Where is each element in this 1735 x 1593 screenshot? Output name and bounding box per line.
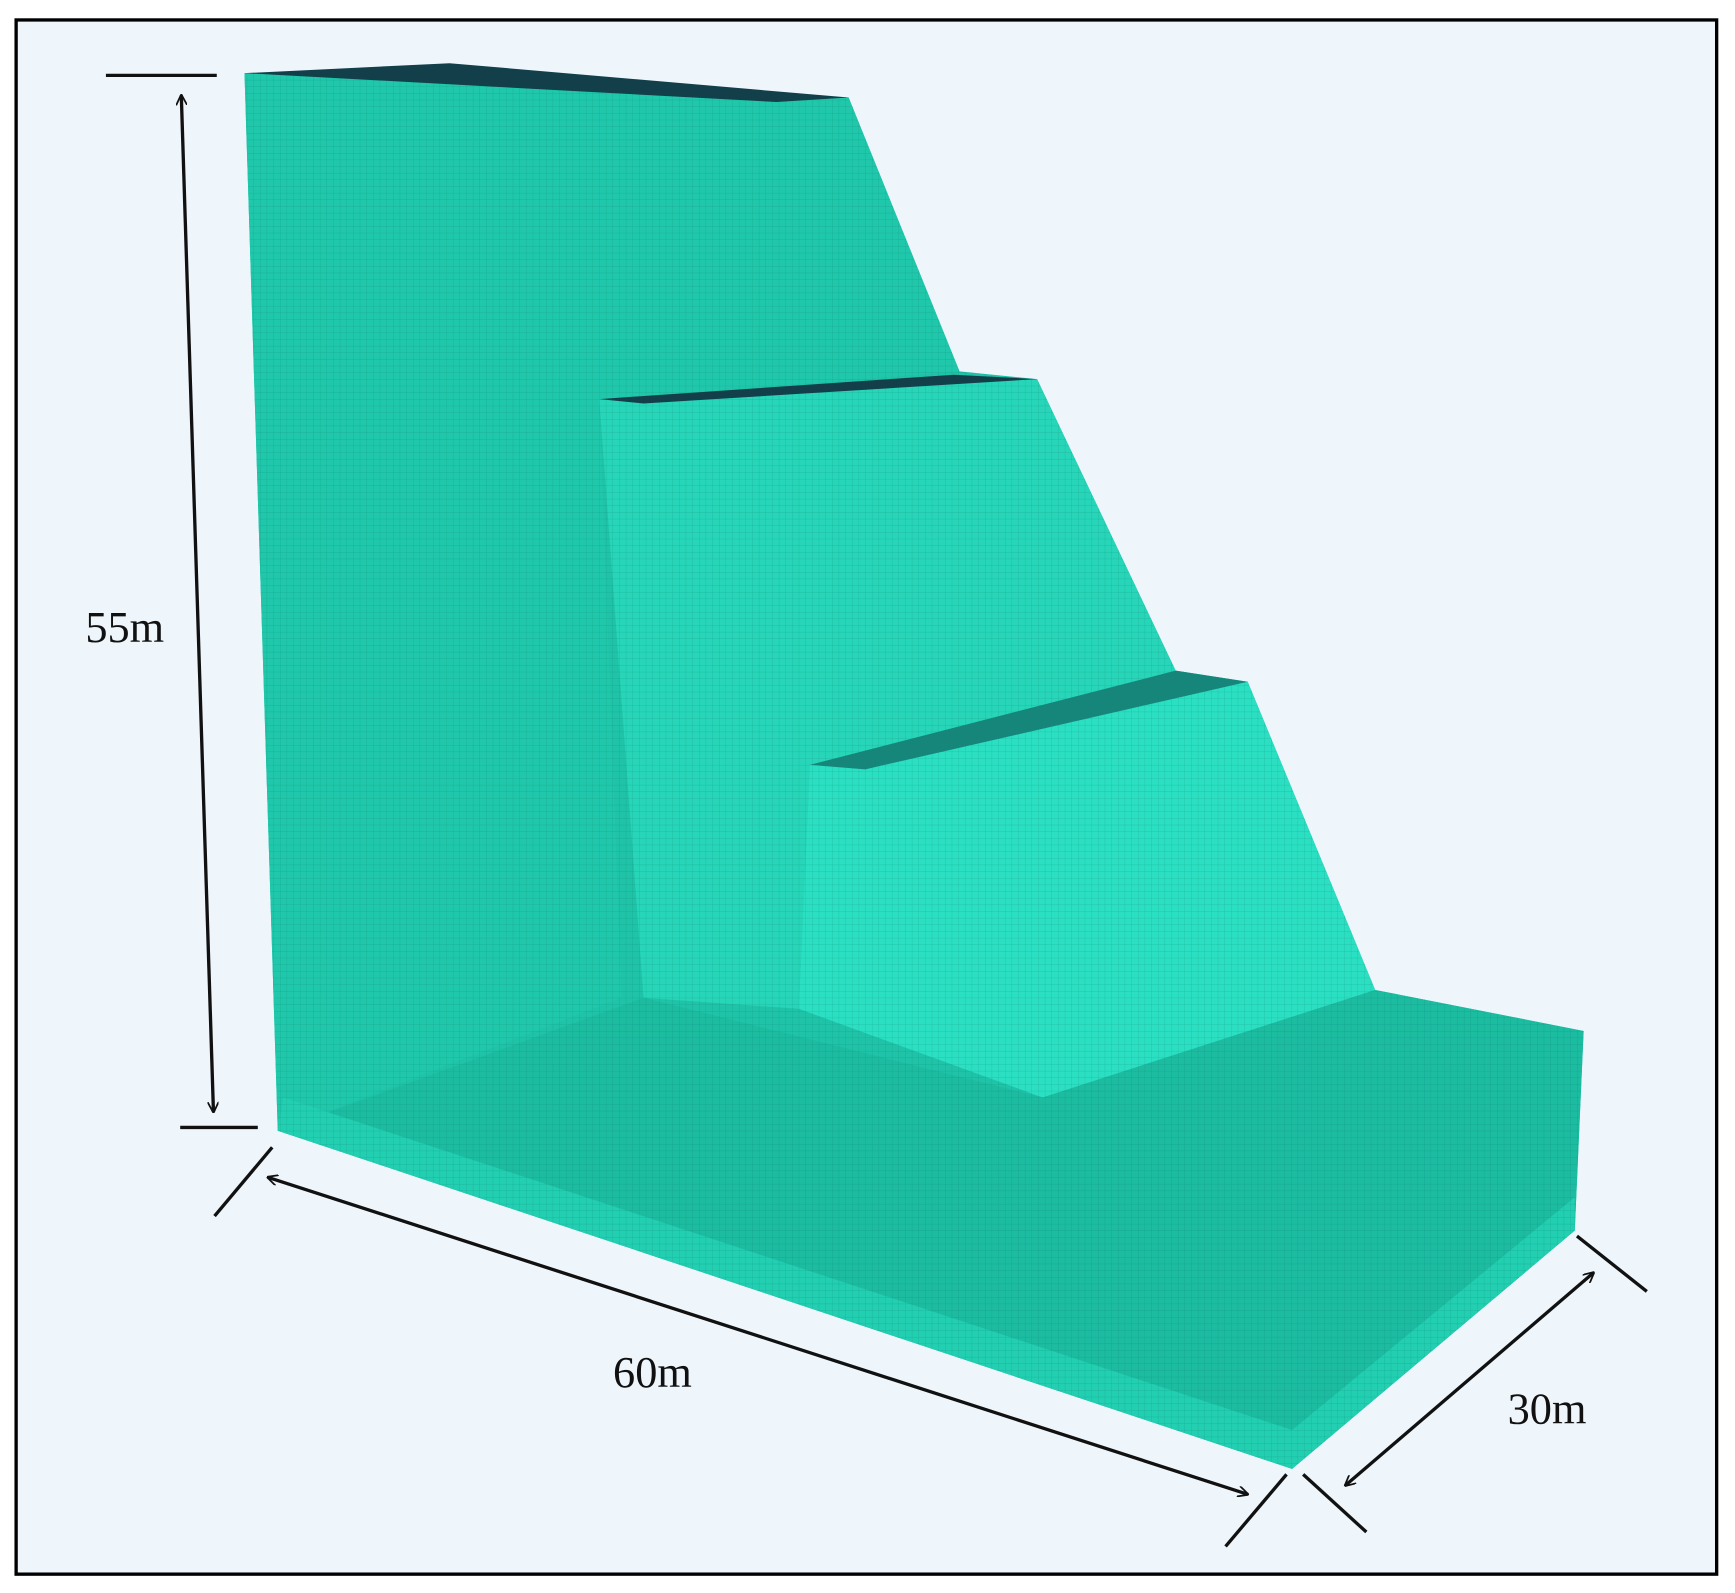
width-tick: [1302, 1473, 1368, 1534]
length-tick: [213, 1146, 274, 1218]
step-three-surface: [809, 670, 1248, 770]
width-tick: [1575, 1234, 1648, 1293]
width-arrow: [1345, 1273, 1593, 1486]
top-surface: [244, 63, 849, 102]
mesh-overlay: [244, 73, 1584, 1469]
height-arrow: [181, 95, 213, 1112]
step-two-surface: [599, 374, 1038, 404]
height-label: 55m: [85, 602, 164, 652]
length-arrow: [268, 1177, 1248, 1494]
width-label: 30m: [1508, 1384, 1587, 1434]
dimension-lines: [105, 73, 1648, 1548]
length-tick: [1224, 1473, 1288, 1548]
length-label: 60m: [613, 1347, 692, 1397]
